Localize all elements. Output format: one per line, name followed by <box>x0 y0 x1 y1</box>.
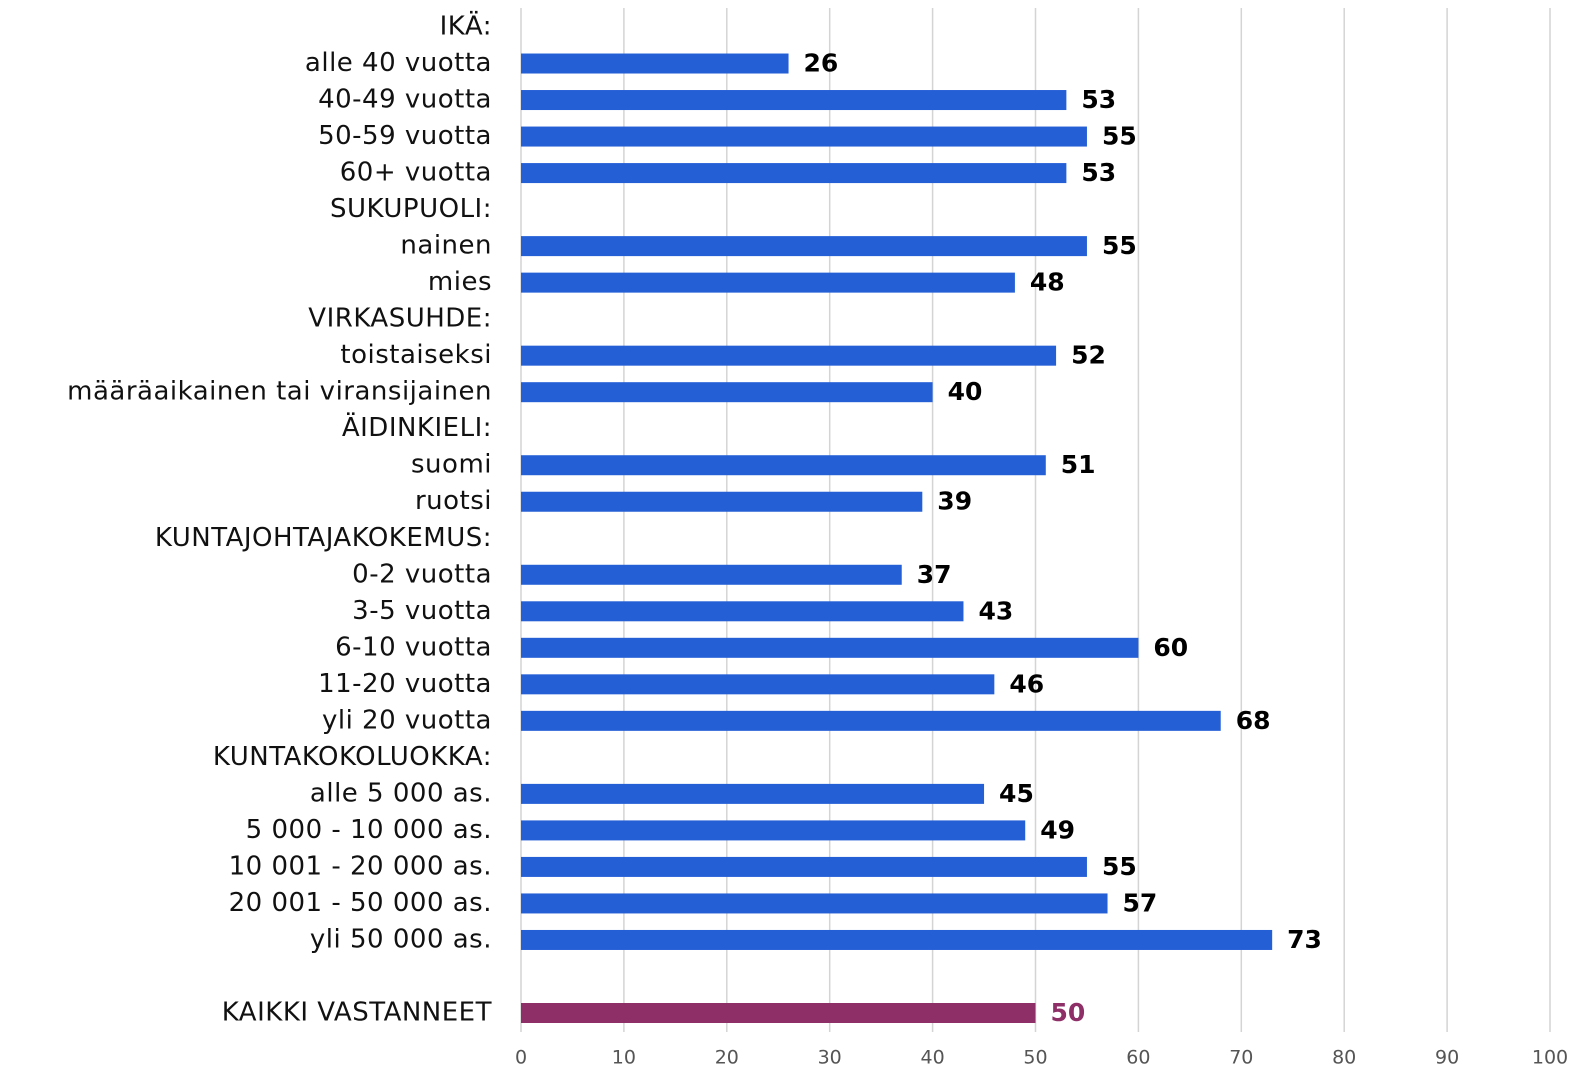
bar <box>521 491 923 512</box>
bar <box>521 820 1026 841</box>
bar <box>521 637 1139 658</box>
value-label: 46 <box>1009 669 1044 698</box>
category-label: toistaiseksi <box>340 340 492 370</box>
x-tick-label: 40 <box>921 1047 945 1069</box>
value-label: 39 <box>937 487 972 516</box>
bar <box>521 783 985 804</box>
x-tick-label: 70 <box>1229 1047 1253 1069</box>
bar <box>521 455 1046 476</box>
value-label: 60 <box>1153 633 1188 662</box>
bar <box>521 345 1057 366</box>
category-label: 60+ vuotta <box>340 158 492 188</box>
category-label: ruotsi <box>415 486 492 516</box>
category-label: KAIKKI VASTANNEET <box>222 998 492 1028</box>
value-label: 26 <box>804 49 839 78</box>
category-label: alle 5 000 as. <box>310 778 492 808</box>
value-label: 57 <box>1123 888 1158 917</box>
category-label: KUNTAJOHTAJAKOKEMUS: <box>155 523 492 553</box>
bar <box>521 90 1067 111</box>
bar <box>521 1003 1036 1023</box>
category-label: 40-49 vuotta <box>318 85 492 115</box>
category-label: alle 40 vuotta <box>305 48 492 78</box>
value-label: 37 <box>917 560 952 589</box>
category-label: 0-2 vuotta <box>352 559 492 589</box>
category-label: nainen <box>400 231 492 261</box>
bar <box>521 929 1273 950</box>
value-label: 53 <box>1081 85 1116 114</box>
bar <box>521 564 902 585</box>
x-tick-label: 60 <box>1126 1047 1150 1069</box>
bar <box>521 674 995 695</box>
x-tick-label: 0 <box>515 1047 527 1069</box>
category-label: 50-59 vuotta <box>318 121 492 151</box>
category-label: 10 001 - 20 000 as. <box>229 851 492 881</box>
category-label: 11-20 vuotta <box>318 669 492 699</box>
value-label: 68 <box>1236 706 1271 735</box>
bar <box>521 53 789 74</box>
value-label: 45 <box>999 779 1034 808</box>
category-label: mies <box>428 267 492 297</box>
category-label: suomi <box>411 450 492 480</box>
x-tick-label: 100 <box>1532 1047 1568 1069</box>
bar <box>521 163 1067 184</box>
value-label: 55 <box>1102 231 1137 260</box>
category-label: IKÄ: <box>440 10 492 42</box>
category-label: 20 001 - 50 000 as. <box>229 888 492 918</box>
value-label: 55 <box>1102 852 1137 881</box>
x-tick-label: 90 <box>1435 1047 1459 1069</box>
x-tick-label: 50 <box>1023 1047 1047 1069</box>
value-label: 55 <box>1102 122 1137 151</box>
category-label: määräaikainen tai viransijainen <box>67 377 492 407</box>
bar <box>521 856 1087 877</box>
bar <box>521 126 1087 147</box>
value-label: 53 <box>1081 158 1116 187</box>
bar <box>521 601 964 622</box>
category-label: yli 50 000 as. <box>310 924 492 954</box>
category-label: VIRKASUHDE: <box>308 304 492 334</box>
category-label: yli 20 vuotta <box>322 705 492 735</box>
category-label: ÄIDINKIELI: <box>342 411 492 443</box>
bar <box>521 710 1221 731</box>
bar <box>521 236 1087 257</box>
bar <box>521 272 1015 293</box>
category-label: 6-10 vuotta <box>335 632 492 662</box>
value-label: 48 <box>1030 268 1065 297</box>
value-label: 52 <box>1071 341 1106 370</box>
value-label: 43 <box>978 596 1013 625</box>
x-tick-label: 30 <box>818 1047 842 1069</box>
category-label: KUNTAKOKOLUOKKA: <box>213 742 492 772</box>
value-label: 49 <box>1040 815 1075 844</box>
value-label: 40 <box>948 377 983 406</box>
x-tick-label: 20 <box>715 1047 739 1069</box>
value-label: 51 <box>1061 450 1096 479</box>
value-label: 73 <box>1287 925 1322 954</box>
value-label: 50 <box>1051 998 1086 1027</box>
x-tick-label: 80 <box>1332 1047 1356 1069</box>
category-label: SUKUPUOLI: <box>330 194 492 224</box>
category-label: 5 000 - 10 000 as. <box>246 815 492 845</box>
x-tick-label: 10 <box>612 1047 636 1069</box>
bar <box>521 893 1108 914</box>
category-label: 3-5 vuotta <box>352 596 492 626</box>
bar <box>521 382 933 403</box>
